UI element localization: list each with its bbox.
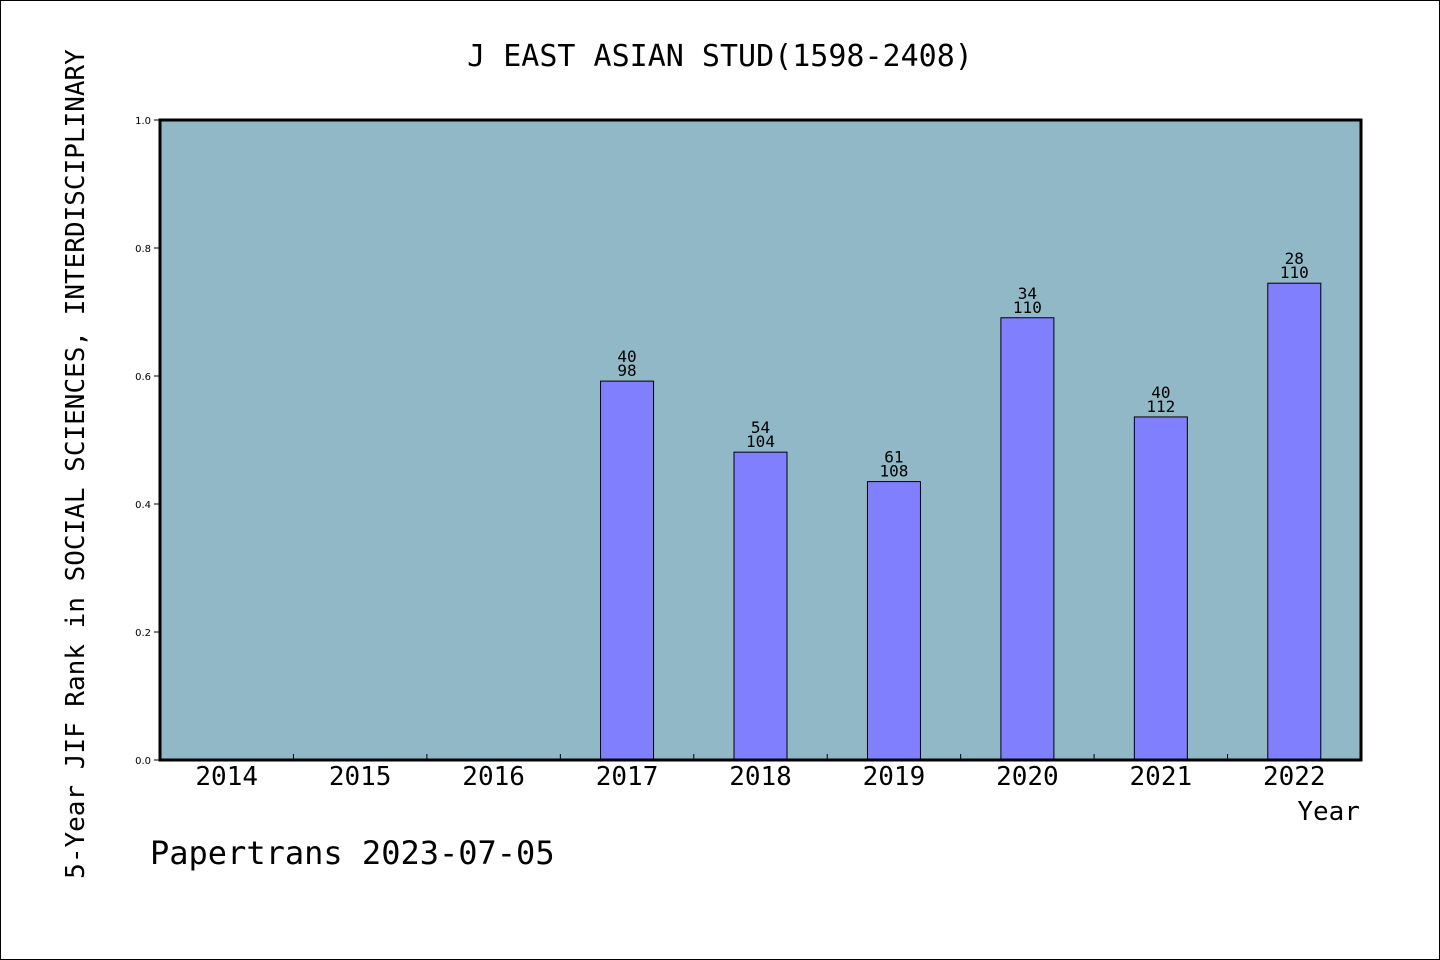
bar-rank-label: 54 (751, 418, 770, 437)
bar-2018 (733, 451, 788, 761)
bar-rank-label: 40 (1151, 383, 1170, 402)
bar-total-label: 98 (617, 361, 636, 380)
x-tick-label: 2016 (462, 762, 525, 792)
bar-2019 (866, 481, 921, 761)
x-tick-label: 2017 (596, 762, 659, 792)
x-tick-label: 2015 (329, 762, 392, 792)
y-axis-label: 5-Year JIF Rank in SOCIAL SCIENCES, INTE… (61, 49, 91, 879)
chart-title: J EAST ASIAN STUD(1598-2408) (467, 39, 973, 74)
bar-total-label: 110 (1280, 263, 1309, 282)
y-tick-label: 0.2 (135, 628, 151, 639)
bar-2022 (1267, 282, 1322, 761)
bar-rank-label: 61 (884, 448, 903, 467)
y-tick-label: 0.8 (135, 244, 151, 255)
bar-rank-label: 28 (1285, 249, 1304, 268)
bar-rank-label: 40 (617, 347, 636, 366)
y-tick-label: 0.6 (135, 372, 151, 383)
y-axis: 0.0 0.2 0.4 0.6 0.8 1.0 (135, 116, 160, 767)
y-tick-label: 0.4 (135, 500, 151, 511)
bar-2020 (1000, 317, 1055, 761)
x-tick-label: 2014 (195, 762, 258, 792)
bar-2017 (600, 380, 655, 761)
x-axis-label: Year (1297, 797, 1360, 827)
bar-total-label: 112 (1146, 397, 1175, 416)
x-tick-label: 2019 (863, 762, 926, 792)
x-tick-label: 2021 (1130, 762, 1193, 792)
x-tick-label: 2022 (1263, 762, 1326, 792)
x-axis: 2014 2015 2016 2017 2018 2019 2020 2021 2022 (195, 754, 1326, 792)
bar-total-label: 108 (879, 462, 908, 481)
bar-2021 (1133, 416, 1188, 761)
x-tick-label: 2020 (996, 762, 1059, 792)
footer-credit: Papertrans 2023-07-05 (150, 834, 555, 872)
y-tick-label: 1.0 (135, 116, 151, 127)
bar-rank-label: 34 (1018, 284, 1037, 303)
bars-group (600, 282, 1322, 761)
bar-total-label: 110 (1013, 298, 1042, 317)
y-tick-label: 0.0 (135, 756, 151, 767)
bar-total-label: 104 (746, 432, 775, 451)
x-tick-label: 2018 (729, 762, 792, 792)
plot-border (158, 118, 1363, 762)
